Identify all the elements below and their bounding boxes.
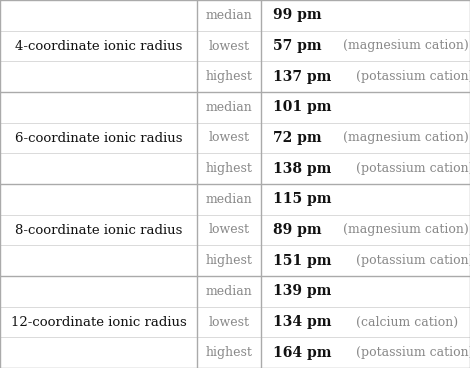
- Text: 164 pm: 164 pm: [273, 346, 331, 360]
- Text: 138 pm: 138 pm: [273, 162, 331, 176]
- Text: 6-coordinate ionic radius: 6-coordinate ionic radius: [15, 131, 182, 145]
- Text: 72 pm: 72 pm: [273, 131, 321, 145]
- Text: 101 pm: 101 pm: [273, 100, 331, 114]
- Text: 57 pm: 57 pm: [273, 39, 321, 53]
- Text: (calcium cation): (calcium cation): [356, 315, 458, 329]
- Text: 8-coordinate ionic radius: 8-coordinate ionic radius: [15, 223, 182, 237]
- Text: highest: highest: [206, 70, 252, 83]
- Text: 89 pm: 89 pm: [273, 223, 321, 237]
- Text: (potassium cation): (potassium cation): [356, 346, 470, 359]
- Text: 12-coordinate ionic radius: 12-coordinate ionic radius: [11, 315, 187, 329]
- Text: lowest: lowest: [209, 39, 250, 53]
- Text: 137 pm: 137 pm: [273, 70, 331, 84]
- Text: 151 pm: 151 pm: [273, 254, 331, 268]
- Text: median: median: [206, 101, 252, 114]
- Text: 139 pm: 139 pm: [273, 284, 331, 298]
- Text: 115 pm: 115 pm: [273, 192, 331, 206]
- Text: 134 pm: 134 pm: [273, 315, 331, 329]
- Text: lowest: lowest: [209, 223, 250, 237]
- Text: highest: highest: [206, 254, 252, 267]
- Text: (potassium cation): (potassium cation): [356, 70, 470, 83]
- Text: lowest: lowest: [209, 315, 250, 329]
- Text: 4-coordinate ionic radius: 4-coordinate ionic radius: [15, 39, 182, 53]
- Text: (magnesium cation): (magnesium cation): [343, 39, 469, 53]
- Text: (potassium cation): (potassium cation): [356, 254, 470, 267]
- Text: median: median: [206, 9, 252, 22]
- Text: (magnesium cation): (magnesium cation): [343, 223, 469, 237]
- Text: (potassium cation): (potassium cation): [356, 162, 470, 175]
- Text: highest: highest: [206, 346, 252, 359]
- Text: median: median: [206, 193, 252, 206]
- Text: median: median: [206, 285, 252, 298]
- Text: 99 pm: 99 pm: [273, 8, 321, 22]
- Text: lowest: lowest: [209, 131, 250, 145]
- Text: highest: highest: [206, 162, 252, 175]
- Text: (magnesium cation): (magnesium cation): [343, 131, 469, 145]
